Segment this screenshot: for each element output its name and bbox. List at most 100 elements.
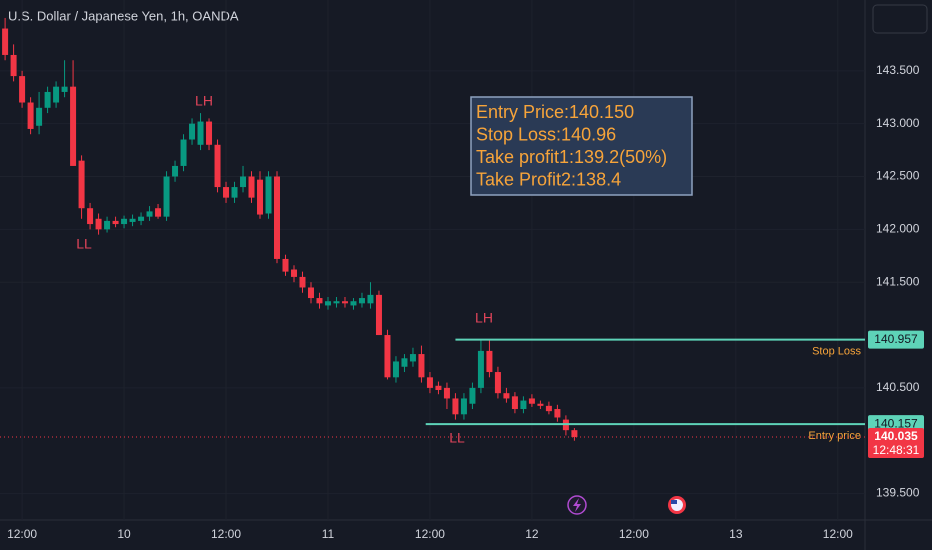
candle-body [392,361,399,378]
candle-body [146,211,153,217]
candle-body [206,121,213,145]
candle-body [257,179,264,215]
y-tick-label: 139.500 [876,486,920,500]
candle-body [486,350,493,373]
candle-body [520,400,527,410]
candle-body [214,144,221,188]
y-tick-label: 143.500 [876,63,920,77]
candle-body [155,208,162,217]
candle-body [350,301,357,306]
countdown: 12:48:31 [873,443,920,457]
candle-body [545,405,552,412]
candle-body [503,393,510,399]
candle-body [443,387,450,399]
candle-body [70,86,77,166]
candle-body [282,258,289,272]
candle-body [341,301,348,304]
flag-icon[interactable] [668,496,686,514]
candle-body [189,123,196,140]
info-line: Stop Loss:140.96 [476,124,616,144]
y-tick-label: 141.500 [876,274,920,288]
x-tick-label: 11 [322,527,335,541]
candle-body [528,398,535,404]
x-tick-label: 12:00 [619,527,649,541]
info-line: Entry Price:140.150 [476,102,634,122]
candle-body [452,398,459,415]
candle-body [290,269,297,277]
candle-body [78,160,85,209]
candle-body [316,298,323,304]
candle-body [2,28,9,55]
annotation: LL [76,236,92,252]
candle-body [401,358,408,367]
annotation: LL [449,430,465,446]
candle-body [571,430,578,438]
candle-body [27,102,34,129]
candle-body [44,91,51,108]
candle-body [460,398,467,415]
candle-body [163,176,170,217]
x-tick-label: 10 [117,527,131,541]
candle-body [384,335,391,378]
annotation: LH [195,93,213,109]
x-tick-label: 12:00 [415,527,445,541]
candle-body [231,187,238,198]
candle-body [223,187,230,198]
level-label: Stop Loss [812,345,861,357]
menu-button[interactable] [872,4,928,34]
candle-body [375,294,382,336]
y-tick-label: 142.500 [876,169,920,183]
y-tick-label: 140.500 [876,380,920,394]
candle-body [435,385,442,390]
candle-body [409,354,416,362]
candle-body [104,220,111,230]
candle-body [180,139,187,166]
candle-body [358,298,365,304]
candle-body [274,176,281,259]
info-line: Take profit1:139.2(50%) [476,147,667,167]
candle-body [240,176,247,188]
candle-body [494,372,501,394]
candle-body [112,220,119,225]
y-tick-label: 143.000 [876,116,920,130]
candle-body [248,176,255,198]
x-tick-label: 12:00 [211,527,241,541]
flag-canton [671,500,677,504]
candle-body [367,294,374,304]
candle-body [426,377,433,388]
candle-body [61,86,68,92]
last-price-box [868,428,924,459]
x-tick-label: 12:00 [823,527,853,541]
chart-title: U.S. Dollar / Japanese Yen, 1h, OANDA [8,8,239,23]
candle-body [554,409,561,418]
last-price-label: 140.035 [874,429,918,443]
candle-body [87,208,94,225]
candle-body [10,54,17,77]
plot [2,17,578,441]
candle-body [299,276,306,288]
candle-body [197,121,204,145]
candle-body [477,350,484,388]
candle-body [36,107,43,126]
candle-body [469,387,476,404]
candle-body [121,218,128,225]
axis-price-box [868,330,924,349]
candle-body [511,396,518,410]
candle-body [138,216,145,221]
candle-body [324,301,331,306]
axis-price-label: 140.157 [874,416,918,430]
lightning [573,498,581,512]
candle-body [129,218,136,222]
info-box [470,96,693,196]
annotation: LH [475,310,493,326]
candle-body [95,218,102,230]
candle-body [418,354,425,378]
candle-body [265,176,272,214]
candle-body [19,76,26,103]
info-line: Take Profit2:138.4 [476,169,621,189]
event-icon[interactable] [567,495,587,515]
candle-body [333,301,340,304]
